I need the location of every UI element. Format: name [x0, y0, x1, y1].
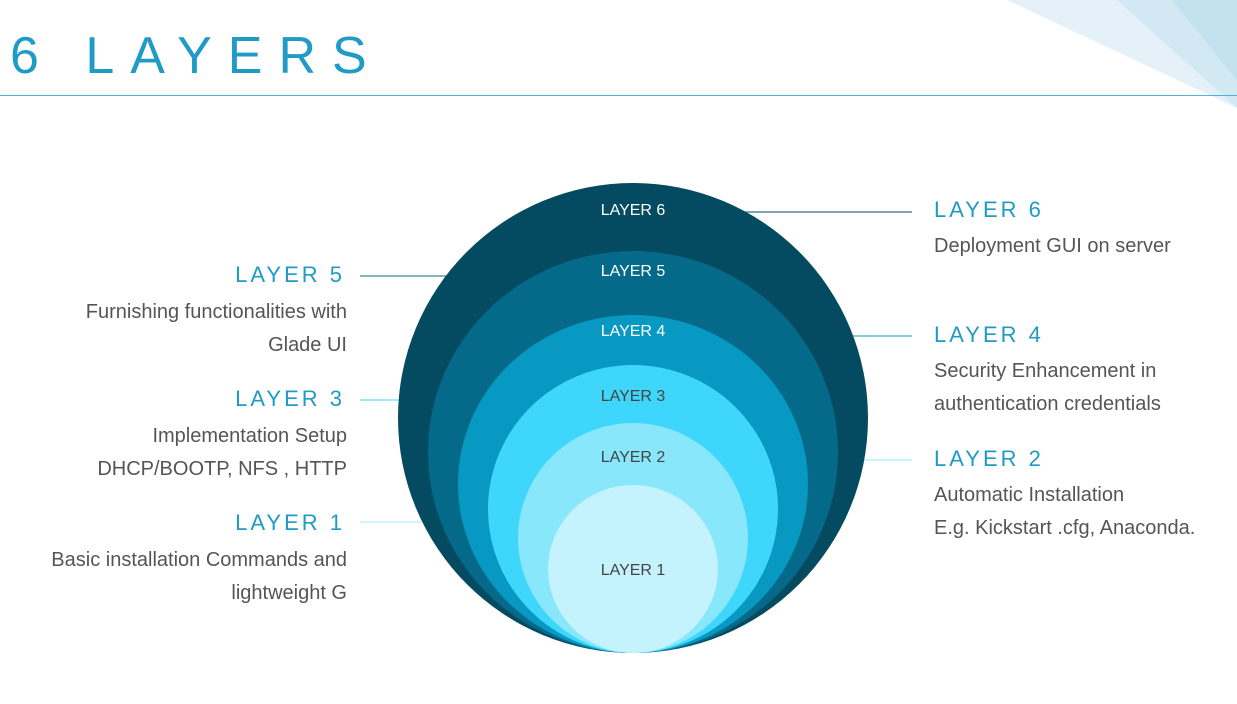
ring-layer1	[548, 485, 718, 653]
ring-label-layer4: LAYER 4	[601, 323, 666, 340]
ring-label-layer5: LAYER 5	[601, 263, 666, 280]
callout-desc-layer2: Automatic Installation E.g. Kickstart .c…	[934, 479, 1195, 545]
page-title: 6 LAYERS	[10, 27, 383, 85]
corner-decoration	[1007, 0, 1237, 108]
callout-heading-layer6: LAYER 6	[934, 197, 1044, 222]
callout-desc-layer6: Deployment GUI on server	[934, 230, 1171, 263]
callout-line: lightweight G	[231, 582, 347, 604]
ring-label-layer3: LAYER 3	[601, 388, 666, 405]
callout-line: DHCP/BOOTP, NFS , HTTP	[97, 458, 347, 480]
callout-line: authentication credentials	[934, 393, 1161, 415]
callout-heading-layer5: LAYER 5	[235, 262, 345, 287]
callout-line: Implementation Setup	[152, 425, 347, 447]
ring-label-layer1: LAYER 1	[601, 562, 666, 579]
ring-label-layer6: LAYER 6	[601, 202, 666, 219]
callout-line: Glade UI	[268, 334, 347, 356]
callout-heading-layer3: LAYER 3	[235, 386, 345, 411]
callout-line: E.g. Kickstart .cfg, Anaconda.	[934, 517, 1196, 539]
callout-heading-layer2: LAYER 2	[934, 446, 1044, 471]
callout-heading-layer4: LAYER 4	[934, 322, 1044, 347]
callout-line: Automatic Installation	[934, 484, 1125, 506]
callout-desc-layer5: Furnishing functionalities with Glade UI	[86, 296, 347, 362]
callout-desc-layer4: Security Enhancement in authentication c…	[934, 355, 1161, 421]
callout-desc-layer1: Basic installation Commands and lightwei…	[51, 544, 347, 610]
ring-label-layer2: LAYER 2	[601, 449, 666, 466]
callout-line: Furnishing functionalities with	[85, 301, 347, 323]
title-divider	[0, 95, 1237, 96]
callout-line: Deployment GUI on server	[934, 235, 1171, 257]
callout-desc-layer3: Implementation Setup DHCP/BOOTP, NFS , H…	[97, 420, 347, 486]
callout-line: Basic installation Commands and	[51, 549, 347, 571]
callout-line: Security Enhancement in	[934, 360, 1157, 382]
callout-heading-layer1: LAYER 1	[235, 510, 345, 535]
